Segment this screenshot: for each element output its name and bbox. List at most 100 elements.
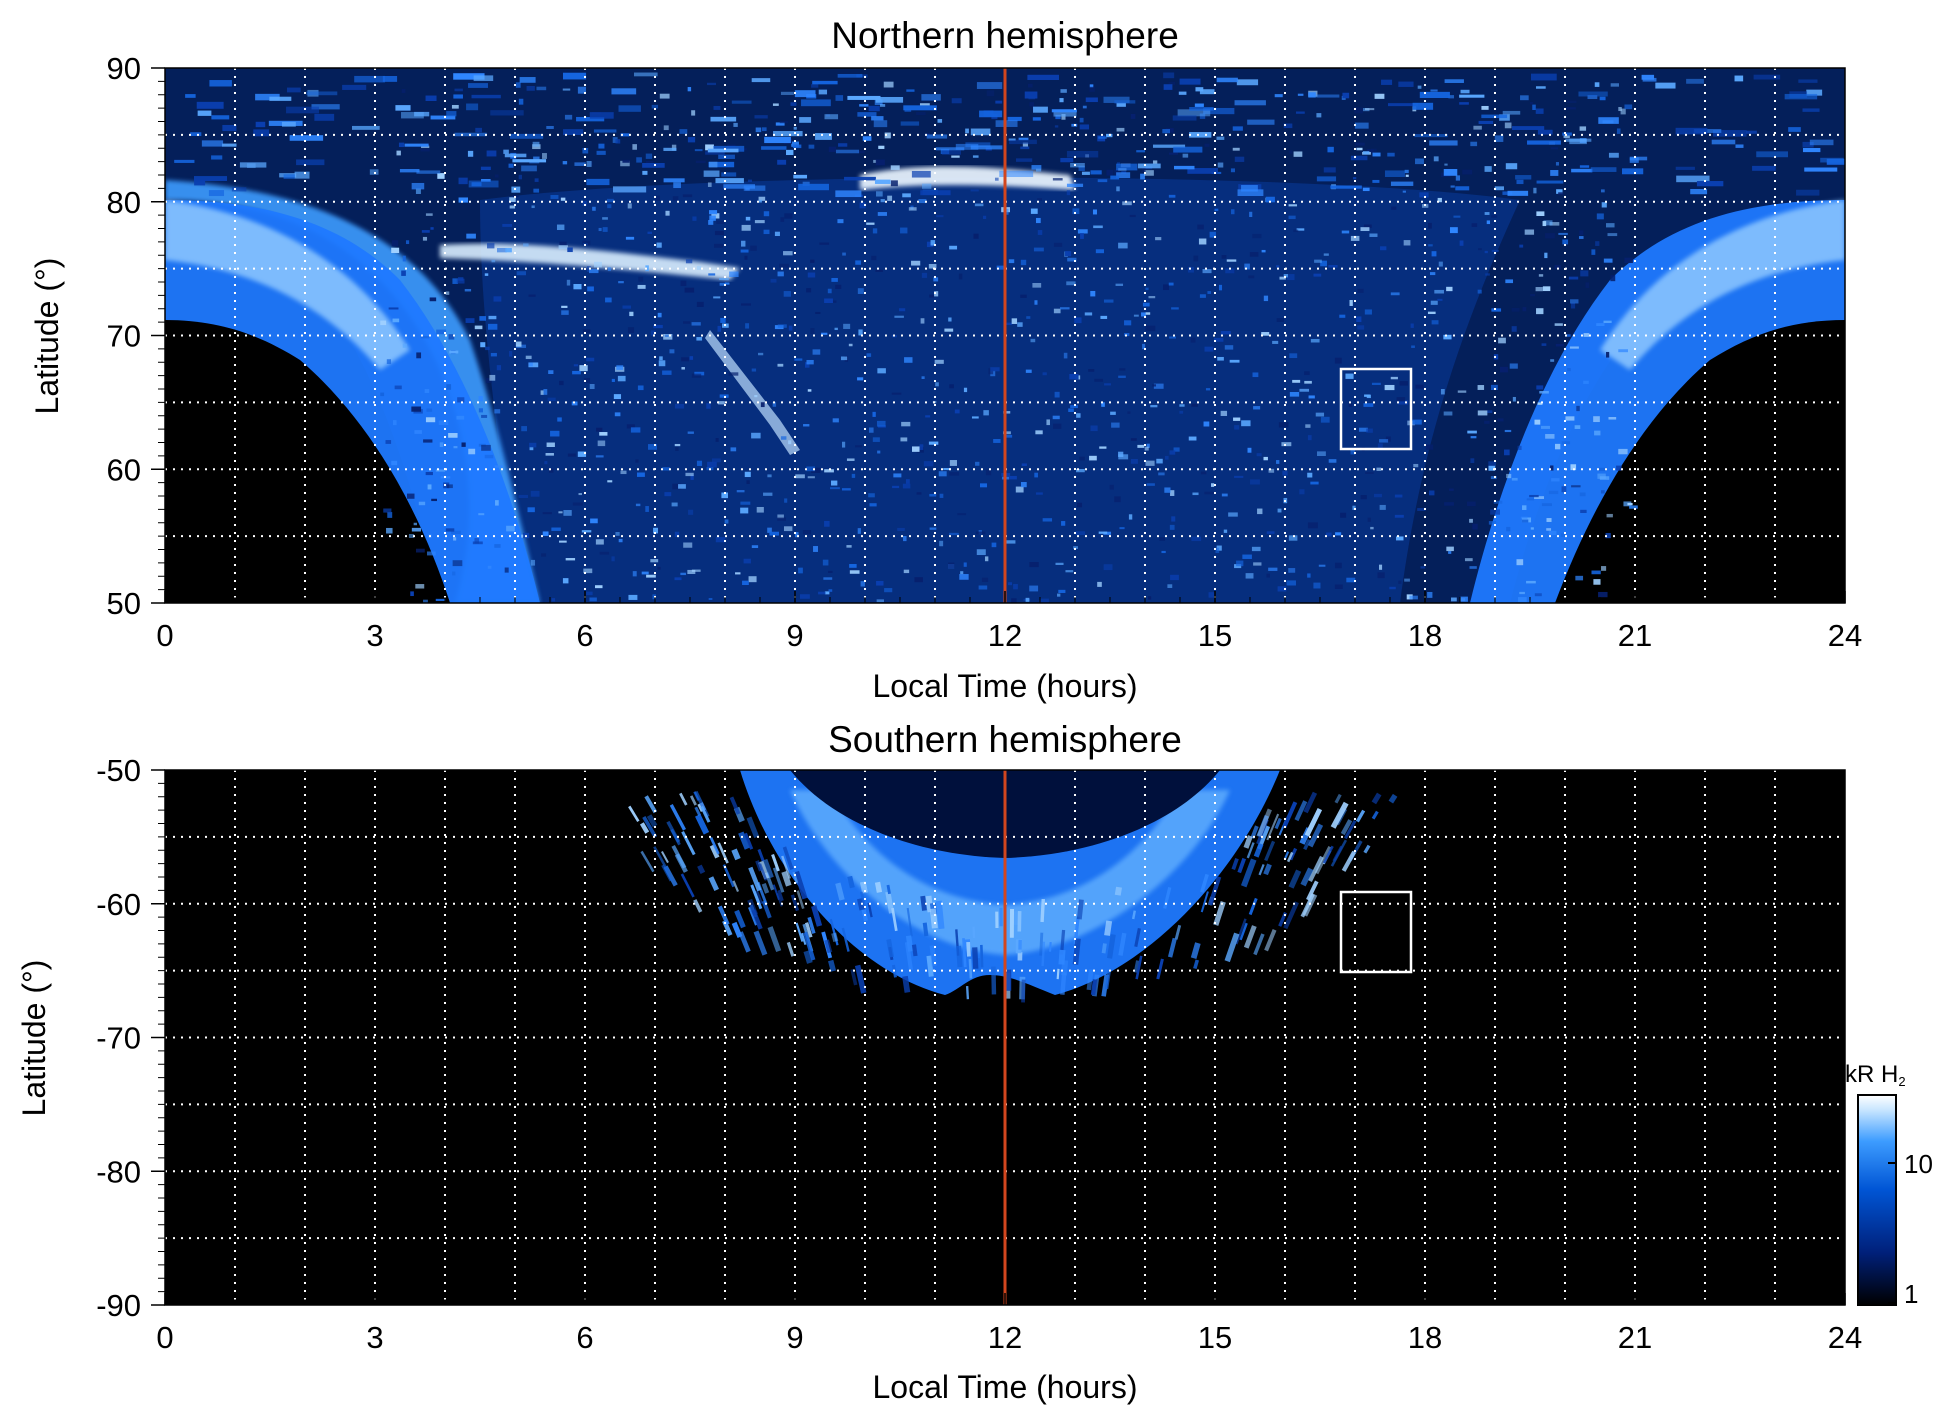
south-speckle-cell xyxy=(1133,960,1140,973)
north-speckle-cell xyxy=(1498,337,1506,344)
north-speckle-cell xyxy=(296,159,325,166)
north-speckle-cell xyxy=(957,513,967,516)
north-speckle-cell xyxy=(638,276,644,282)
north-speckle-cell xyxy=(873,120,888,128)
north-speckle-cell xyxy=(436,329,447,335)
south-speckle-cell xyxy=(1009,908,1015,938)
north-speckle-cell xyxy=(995,120,1018,127)
north-speckle-cell xyxy=(1020,146,1030,150)
south-speckle-cell xyxy=(1060,972,1067,995)
north-speckle-cell xyxy=(1550,359,1555,362)
south-speckle-cell xyxy=(891,907,898,932)
north-speckle-cell xyxy=(1430,300,1438,305)
north-speckle-cell xyxy=(744,471,751,478)
north-speckle-cell xyxy=(548,370,554,375)
north-auroral-oval-left xyxy=(165,200,540,603)
north-speckle-cell xyxy=(1209,231,1216,238)
north-speckle-cell xyxy=(422,236,428,241)
north-speckle-cell xyxy=(1286,580,1296,586)
south-speckle-cell xyxy=(748,866,762,892)
north-speckle-cell xyxy=(1566,100,1577,103)
north-speckle-cell xyxy=(1379,504,1386,510)
north-speckle-cell xyxy=(408,533,415,538)
north-speckle-cell xyxy=(919,103,930,106)
north-speckle-cell xyxy=(461,442,466,447)
north-speckle-cell xyxy=(1478,248,1482,251)
north-speckle-cell xyxy=(503,149,509,154)
north-speckle-cell xyxy=(1362,187,1370,192)
north-speckle-cell xyxy=(1142,343,1146,350)
north-speckle-cell xyxy=(1034,300,1038,305)
north-speckle-cell xyxy=(978,585,988,590)
north-speckle-cell xyxy=(1217,162,1224,168)
north-speckle-cell xyxy=(899,308,906,312)
north-speckle-cell xyxy=(859,202,866,209)
north-speckle-cell xyxy=(1261,249,1266,253)
north-speckle-cell xyxy=(1598,117,1619,124)
north-speckle-cell xyxy=(801,99,831,107)
north-speckle-cell xyxy=(1352,177,1357,180)
north-speckle-cell xyxy=(893,473,902,478)
north-speckle-cell xyxy=(869,427,874,433)
north-speckle-cell xyxy=(1031,165,1042,170)
north-speckle-cell xyxy=(1137,444,1145,448)
north-speckle-cell xyxy=(708,161,735,168)
north-speckle-cell xyxy=(1585,282,1590,288)
north-speckle-cell xyxy=(1053,242,1063,247)
north-speckle-cell xyxy=(425,213,433,216)
south-ylabel: Latitude (°) xyxy=(16,960,52,1117)
north-speckle-cell xyxy=(912,446,920,452)
north-speckle-cell xyxy=(824,591,830,595)
north-speckle-cell xyxy=(1251,546,1261,552)
north-speckle-cell xyxy=(208,190,225,197)
north-speckle-cell xyxy=(1192,492,1199,496)
north-speckle-cell xyxy=(401,89,406,93)
north-speckle-cell xyxy=(611,378,615,382)
north-speckle-cell xyxy=(1257,508,1263,515)
north-speckle-cell xyxy=(846,458,855,461)
north-speckle-cell xyxy=(857,528,861,534)
north-speckle-cell xyxy=(1061,521,1066,526)
north-speckle-cell xyxy=(1756,151,1789,158)
north-speckle-cell xyxy=(1263,456,1268,461)
north-speckle-cell xyxy=(605,297,612,303)
north-speckle-cell xyxy=(595,585,603,589)
north-speckle-cell xyxy=(844,176,876,181)
north-speckle-cell xyxy=(449,350,459,354)
north-speckle-cell xyxy=(1118,451,1124,457)
north-speckle-cell xyxy=(1711,139,1736,145)
north-speckle-cell xyxy=(1156,458,1163,464)
north-speckle-cell xyxy=(665,334,669,337)
north-speckle-cell xyxy=(531,205,535,209)
north-speckle-cell xyxy=(1057,593,1061,597)
north-speckle-cell xyxy=(1484,420,1490,424)
north-speckle-cell xyxy=(1410,323,1414,328)
north-speckle-cell xyxy=(1478,120,1494,125)
north-speckle-cell xyxy=(490,352,497,357)
north-speckle-cell xyxy=(534,178,539,182)
north-speckle-cell xyxy=(1293,229,1299,233)
north-speckle-cell xyxy=(1502,110,1521,115)
north-speckle-cell xyxy=(472,541,483,545)
north-speckle-cell xyxy=(763,229,770,235)
north-speckle-cell xyxy=(1074,317,1082,324)
north-speckle-cell xyxy=(794,358,803,361)
north-speckle-cell xyxy=(1168,81,1176,85)
north-speckle-cell xyxy=(1593,579,1601,585)
north-speckle-cell xyxy=(1802,148,1821,153)
south-speckle-cell xyxy=(751,909,763,930)
north-speckle-cell xyxy=(1059,98,1064,103)
north-speckle-cell xyxy=(803,424,810,427)
north-speckle-cell xyxy=(1593,416,1600,423)
north-speckle-cell xyxy=(1622,168,1644,175)
north-speckle-cell xyxy=(466,103,479,111)
north-speckle-cell xyxy=(818,591,826,595)
north-speckle-cell xyxy=(1603,258,1613,263)
north-speckle-cell xyxy=(687,137,696,143)
south-speckle-cell xyxy=(929,945,937,967)
south-speckle-cell xyxy=(767,926,782,953)
south-speckle-cell xyxy=(1174,924,1182,940)
north-speckle-cell xyxy=(747,179,752,182)
north-speckle-cell xyxy=(1007,582,1013,586)
north-speckle-cell xyxy=(1504,429,1512,433)
